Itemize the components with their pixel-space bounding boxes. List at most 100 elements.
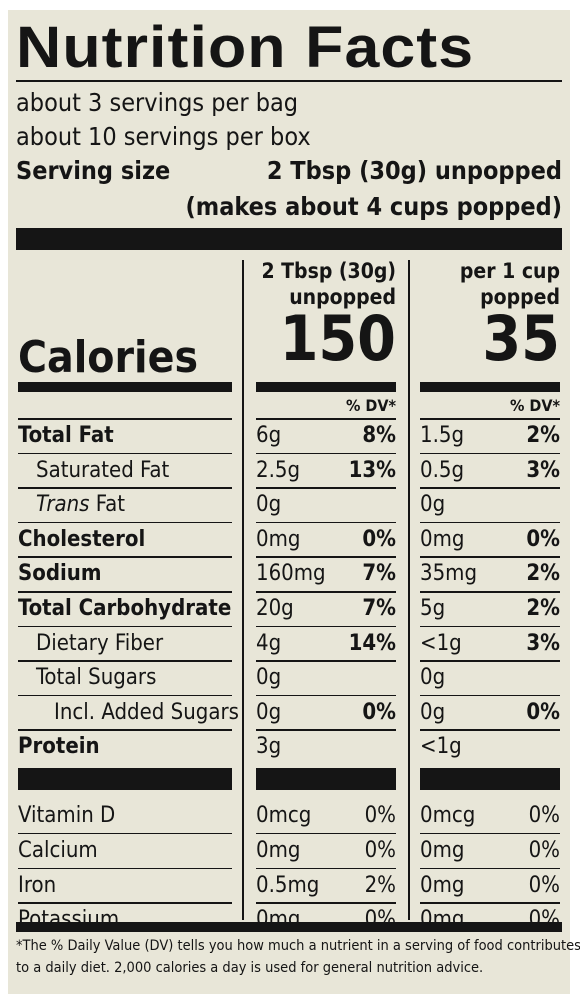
amount-col2: 0mg bbox=[420, 526, 465, 552]
col2-header-line1: per 1 cup bbox=[459, 259, 560, 283]
nutrient-label: Incl. Added Sugars bbox=[54, 699, 239, 725]
col1-header-line1: 2 Tbsp (30g) bbox=[261, 259, 396, 283]
dv-col1: 8% bbox=[362, 423, 396, 448]
amount-col1: 0g bbox=[256, 665, 282, 691]
dv-col1: 0% bbox=[362, 699, 396, 725]
dv-col2: 2% bbox=[526, 596, 560, 621]
nutrient-label: Sodium bbox=[18, 561, 102, 587]
calories-label: Calories bbox=[18, 332, 199, 383]
amount-col2: <1g bbox=[420, 734, 462, 760]
nutrient-label: Total Fat bbox=[18, 423, 114, 448]
micronutrient-label: Iron bbox=[18, 872, 57, 898]
dv-col1: 7% bbox=[362, 596, 396, 621]
row-rule-col2 bbox=[420, 625, 560, 628]
row-rule-label bbox=[18, 452, 232, 455]
row-rule-col1 bbox=[256, 660, 396, 662]
nutrient-label: Total Sugars bbox=[36, 665, 157, 691]
column-divider-right bbox=[408, 260, 410, 920]
micro-rule-label bbox=[18, 902, 232, 904]
thick-divider-bottom bbox=[16, 922, 562, 932]
separator-block-col1 bbox=[256, 768, 396, 790]
micro-dv-col1: 2% bbox=[364, 872, 396, 898]
dv-col1: 13% bbox=[348, 457, 396, 483]
amount-col2: 0g bbox=[420, 665, 446, 691]
footnote-line2: to a daily diet. 2,000 calories a day is… bbox=[16, 960, 484, 976]
nutrient-label: Trans Fat bbox=[36, 492, 125, 517]
dv-col2: 0% bbox=[526, 699, 560, 725]
amount-col2: 0g bbox=[420, 492, 446, 518]
row-rule-col1 bbox=[256, 625, 396, 628]
amount-col1: 3g bbox=[256, 734, 282, 760]
row-rule-col2 bbox=[420, 487, 560, 489]
amount-col1: 0g bbox=[256, 699, 282, 725]
calories-bar-col2 bbox=[420, 382, 560, 392]
nutrient-label-italic: Trans bbox=[36, 492, 90, 518]
serving-size-note: (makes about 4 cups popped) bbox=[185, 192, 562, 221]
micro-rule-col1 bbox=[256, 867, 396, 870]
row-rule-label bbox=[18, 625, 232, 628]
thick-divider-top bbox=[16, 228, 562, 250]
row-rule-col1 bbox=[256, 556, 396, 558]
amount-col2: 5g bbox=[420, 596, 446, 621]
nutrient-label: Cholesterol bbox=[18, 526, 146, 552]
title-rule bbox=[16, 80, 562, 82]
amount-col1: 160mg bbox=[256, 561, 326, 587]
row-rule-col2 bbox=[420, 452, 560, 455]
micro-rule-label bbox=[18, 867, 232, 870]
nutrient-label: Saturated Fat bbox=[36, 457, 170, 483]
calories-bar-col1 bbox=[256, 382, 396, 392]
row-rule-col1 bbox=[256, 729, 396, 731]
row-rule-label bbox=[18, 556, 232, 558]
separator-block-col2 bbox=[420, 768, 560, 790]
dv-col2: 3% bbox=[526, 457, 560, 483]
micronutrient-label: Calcium bbox=[18, 837, 98, 863]
row-rule-label bbox=[18, 660, 232, 662]
dv-col2: 3% bbox=[526, 630, 560, 656]
row-rule-col2 bbox=[420, 660, 560, 662]
amount-col1: 2.5g bbox=[256, 457, 301, 483]
amount-col1: 20g bbox=[256, 596, 294, 621]
row-rule-label bbox=[18, 487, 232, 489]
row-rule-col1 bbox=[256, 694, 396, 697]
amount-col2: 1.5g bbox=[420, 423, 465, 448]
amount-col2: 0g bbox=[420, 699, 446, 725]
dv-col2: 2% bbox=[526, 561, 560, 587]
row-rule-label bbox=[18, 418, 232, 420]
servings-per-box: about 10 servings per box bbox=[16, 122, 311, 151]
micro-rule-col2 bbox=[420, 867, 560, 870]
dv-header-col1: % DV* bbox=[345, 396, 396, 415]
row-rule-label bbox=[18, 591, 232, 593]
amount-col1: 0g bbox=[256, 492, 282, 518]
row-rule-label bbox=[18, 729, 232, 731]
dv-col1: 14% bbox=[348, 630, 396, 656]
dv-col2: 2% bbox=[526, 423, 560, 448]
amount-col1: 0mg bbox=[256, 526, 301, 552]
nutrient-label: Dietary Fiber bbox=[36, 630, 164, 656]
calories-bar-label bbox=[18, 382, 232, 392]
footnote-line1: *The % Daily Value (DV) tells you how mu… bbox=[16, 938, 580, 954]
row-rule-col2 bbox=[420, 729, 560, 731]
micro-dv-col1: 0% bbox=[364, 837, 396, 863]
amount-col1: 6g bbox=[256, 423, 282, 448]
micro-amount-col2: 0mg bbox=[420, 872, 465, 898]
row-rule-col1 bbox=[256, 591, 396, 593]
micro-rule-col1 bbox=[256, 832, 396, 835]
micronutrient-label: Vitamin D bbox=[18, 803, 116, 828]
separator-block-label bbox=[18, 768, 232, 790]
micro-dv-col2: 0% bbox=[528, 837, 560, 863]
row-rule-col1 bbox=[256, 418, 396, 420]
amount-col2: <1g bbox=[420, 630, 462, 656]
column-divider-left bbox=[242, 260, 244, 920]
micro-amount-col2: 0mcg bbox=[420, 803, 476, 828]
row-rule-col2 bbox=[420, 418, 560, 420]
amount-col2: 0.5g bbox=[420, 457, 465, 483]
row-rule-col1 bbox=[256, 521, 396, 524]
col2-header-line2: popped bbox=[480, 285, 560, 309]
amount-col2: 35mg bbox=[420, 561, 478, 587]
amount-col1: 4g bbox=[256, 630, 282, 656]
label-title: Nutrition Facts bbox=[16, 15, 475, 80]
servings-per-bag: about 3 servings per bag bbox=[16, 88, 299, 117]
row-rule-col2 bbox=[420, 591, 560, 593]
calories-value-col2: 35 bbox=[482, 302, 560, 375]
micro-rule-col2 bbox=[420, 832, 560, 835]
